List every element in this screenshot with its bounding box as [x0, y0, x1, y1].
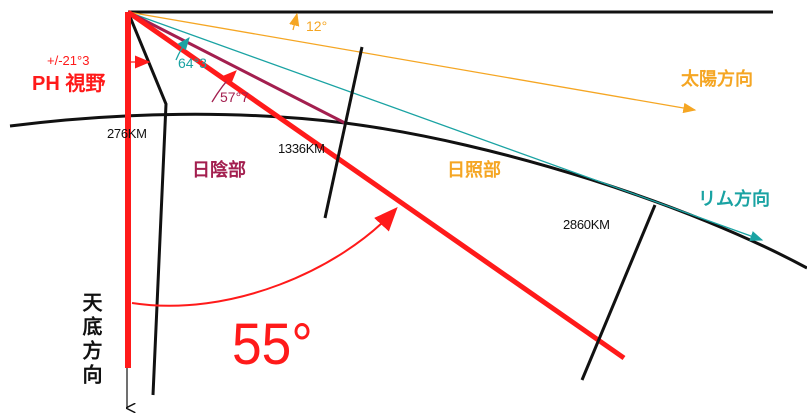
distance-2860-label: 2860KM — [563, 217, 610, 232]
sun-angle-label: 12° — [306, 18, 328, 34]
main-angle-label: 55° — [232, 312, 313, 377]
night-angle-arrow — [211, 70, 237, 103]
distance-276-label: 276KM — [107, 126, 147, 141]
rim-direction-label: リム方向 — [698, 189, 770, 209]
fov-boundary-line — [126, 11, 168, 396]
rim-angle-label: 64°3 — [178, 55, 207, 71]
nadir-direction-label: 天底方向 — [79, 292, 101, 388]
distance-1336-label: 1336KM — [278, 141, 325, 156]
fov-range-label: +/-21°3 — [47, 53, 90, 68]
terminator-line — [127, 10, 346, 125]
fov-name-label: PH 視野 — [32, 73, 106, 95]
angle-55-arc-arrow — [131, 207, 398, 307]
rim-direction-arrow — [127, 11, 764, 241]
night-angle-label: 57°7 — [220, 89, 249, 105]
sun-direction-label: 太陽方向 — [681, 69, 753, 89]
sun-direction-arrow — [127, 11, 697, 114]
tick-1336 — [323, 46, 364, 219]
night-side-label: 日陰部 — [192, 160, 246, 180]
tick-2860 — [580, 204, 657, 381]
day-side-label: 日照部 — [447, 160, 501, 180]
sun-angle-arrow — [289, 12, 300, 31]
rim-angle-arrow — [175, 36, 190, 61]
view-55deg-line — [126, 9, 626, 361]
